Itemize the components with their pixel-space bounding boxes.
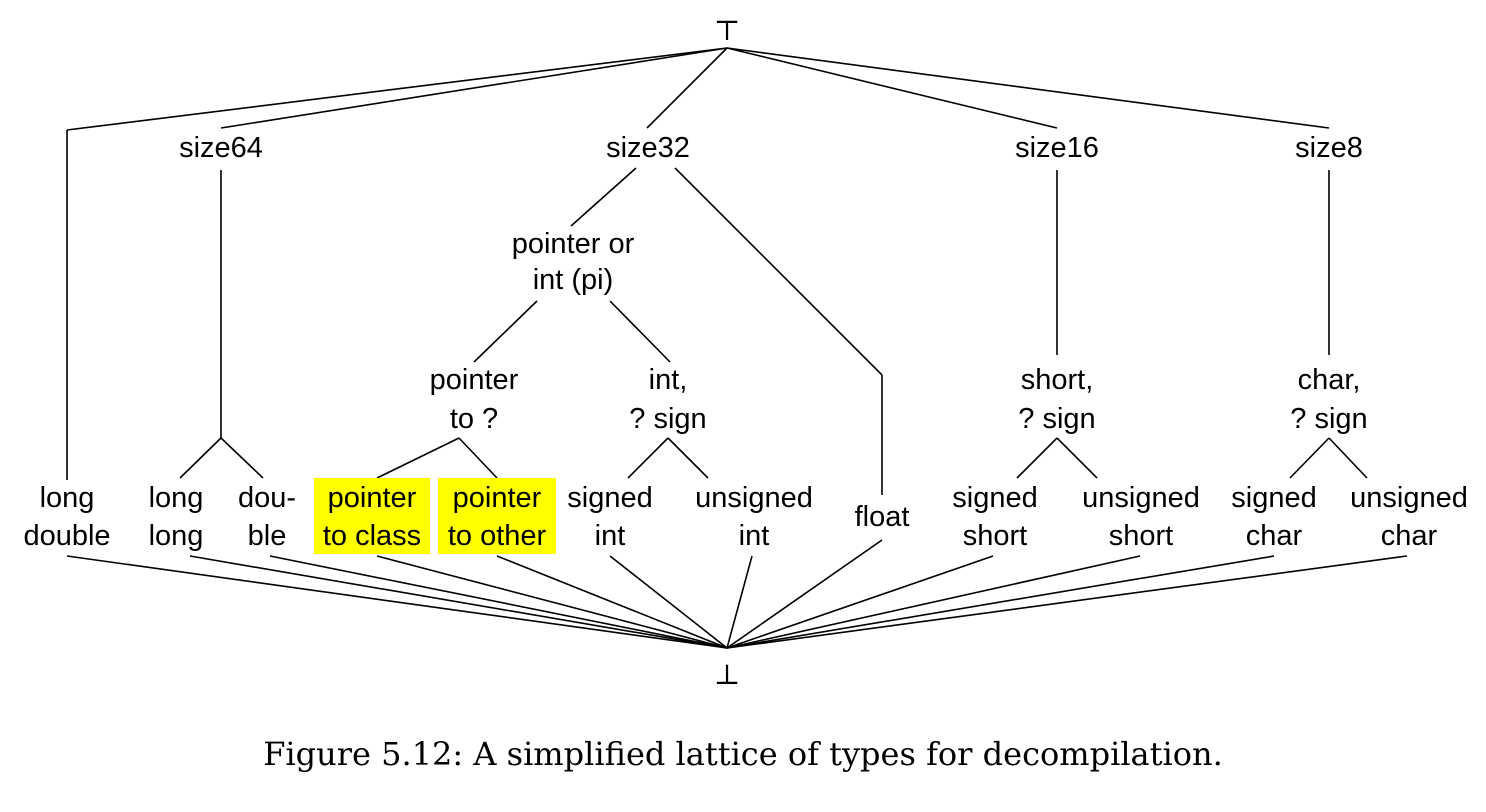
highlight-pointer-to-other — [438, 478, 556, 554]
edge-int-signed — [627, 437, 669, 479]
edge-char-signed — [1289, 437, 1330, 479]
highlight-pointer-to-class — [314, 478, 430, 554]
node-pointer-to-unknown: pointer to ? — [430, 364, 519, 435]
node-pi-line1: pointer or — [512, 228, 635, 260]
node-float: float — [855, 501, 910, 533]
node-short-unknown-sign: short, ? sign — [1018, 364, 1095, 435]
edge-bottom-signed-short — [726, 555, 994, 649]
edge-top-size32 — [646, 47, 728, 129]
node-unsigned-int-line1: unsigned — [695, 482, 813, 514]
edge-bottom-unsigned-short — [726, 555, 1141, 649]
node-short-unknown-sign-line2: ? sign — [1018, 403, 1095, 435]
node-unsigned-int-line2: int — [739, 520, 770, 552]
node-unsigned-char-line1: unsigned — [1350, 482, 1468, 514]
edge-short-unsigned — [1056, 437, 1098, 479]
edge-size32-pi — [570, 167, 637, 227]
edge-bottom-long-long — [189, 555, 728, 649]
edge-bottom-unsigned-char — [726, 555, 1408, 649]
node-size64: size64 — [179, 132, 263, 164]
figure-caption: Figure 5.12: A simplified lattice of typ… — [263, 735, 1223, 773]
edge-top-size64 — [220, 47, 728, 129]
edge-pi-pointer — [473, 300, 538, 363]
node-unsigned-char-line2: char — [1381, 520, 1438, 552]
node-double-line2: ble — [248, 520, 287, 552]
node-pointer-to-other-line1: pointer — [453, 482, 542, 514]
edge-size64-long-long — [179, 437, 222, 479]
node-long-double-line1: long — [40, 482, 95, 514]
edge-top-size16 — [726, 47, 1058, 129]
node-int-unknown-sign: int, ? sign — [629, 364, 706, 435]
lattice-top-symbol: ⊤ — [714, 14, 740, 47]
node-pointer-to-other: pointer to other — [448, 482, 547, 552]
edge-int-unsigned — [667, 437, 709, 479]
node-signed-char: signed char — [1231, 482, 1316, 552]
node-short-unknown-sign-line1: short, — [1021, 364, 1094, 396]
node-int-unknown-sign-line2: ? sign — [629, 403, 706, 435]
node-unsigned-int: unsigned int — [695, 482, 813, 552]
node-size16: size16 — [1015, 132, 1099, 164]
node-pointer-or-int: pointer or int (pi) — [512, 228, 635, 296]
node-unsigned-char: unsigned char — [1350, 482, 1468, 552]
node-char-unknown-sign-line2: ? sign — [1290, 403, 1367, 435]
node-signed-short-line2: short — [963, 520, 1027, 552]
edge-bottom-long-double — [66, 555, 728, 649]
node-signed-int: signed int — [567, 482, 652, 552]
node-signed-char-line1: signed — [1231, 482, 1316, 514]
node-signed-short-line1: signed — [952, 482, 1037, 514]
edge-pointer-other — [458, 437, 498, 479]
node-signed-int-line2: int — [595, 520, 626, 552]
node-unsigned-short-line1: unsigned — [1082, 482, 1200, 514]
node-long-long: long long — [149, 482, 204, 552]
edge-char-unsigned — [1328, 437, 1368, 479]
node-int-unknown-sign-line1: int, — [649, 364, 688, 396]
node-pointer-to-unknown-line1: pointer — [430, 364, 519, 396]
edge-short-signed — [1016, 437, 1058, 479]
edge-bottom-pointer-class — [376, 555, 728, 649]
node-double-line1: dou- — [238, 482, 296, 514]
node-char-unknown-sign-line1: char, — [1298, 364, 1361, 396]
edge-bottom-signed-char — [726, 555, 1275, 649]
node-long-double: long double — [23, 482, 110, 552]
edge-size32-float — [674, 167, 883, 376]
node-unsigned-short-line2: short — [1109, 520, 1173, 552]
node-char-unknown-sign: char, ? sign — [1290, 364, 1367, 435]
edge-pointer-class — [376, 437, 460, 479]
lattice-edges — [66, 47, 1408, 649]
node-signed-short: signed short — [952, 482, 1037, 552]
node-pi-line2: int (pi) — [533, 264, 614, 296]
node-pointer-to-other-line2: to other — [448, 520, 547, 552]
node-long-long-line2: long — [149, 520, 204, 552]
edge-size64-double — [220, 437, 264, 479]
node-long-long-line1: long — [149, 482, 204, 514]
node-pointer-to-unknown-line2: to ? — [450, 403, 498, 435]
node-pointer-to-class: pointer to class — [323, 482, 421, 552]
node-long-double-line2: double — [23, 520, 110, 552]
edge-bottom-pointer-other — [496, 555, 728, 649]
edge-top-long-double — [66, 47, 728, 131]
node-size32: size32 — [606, 132, 690, 164]
edge-pi-int — [609, 300, 671, 363]
edge-bottom-float — [726, 539, 883, 649]
edge-bottom-double — [269, 555, 728, 649]
node-pointer-to-class-line2: to class — [323, 520, 421, 552]
node-pointer-to-class-line1: pointer — [328, 482, 417, 514]
edge-bottom-unsigned-int — [726, 555, 753, 649]
node-signed-char-line2: char — [1246, 520, 1303, 552]
node-unsigned-short: unsigned short — [1082, 482, 1200, 552]
node-signed-int-line1: signed — [567, 482, 652, 514]
edge-bottom-signed-int — [609, 555, 728, 649]
node-size8: size8 — [1295, 132, 1363, 164]
edge-top-size8 — [726, 47, 1330, 129]
node-double: dou- ble — [238, 482, 296, 552]
lattice-bottom-symbol: ⊥ — [714, 658, 740, 691]
